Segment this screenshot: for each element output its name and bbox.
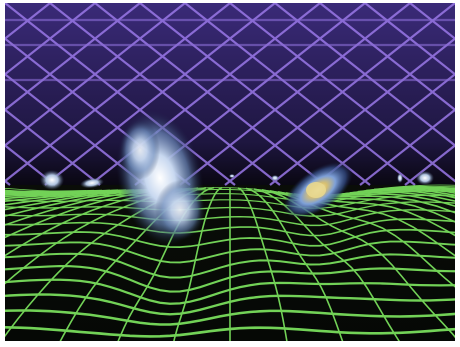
- galaxy: [416, 171, 434, 185]
- galaxy: [155, 180, 205, 240]
- galaxy: [40, 170, 64, 190]
- galaxy-core: [306, 182, 326, 198]
- galaxy: [271, 175, 279, 181]
- galaxy: [120, 120, 160, 180]
- picture: [0, 3, 460, 347]
- sky: [5, 3, 455, 188]
- galaxy: [229, 174, 235, 178]
- page: (() => { const svg = document.getElement…: [0, 0, 460, 347]
- galaxy: [397, 173, 403, 183]
- image: [0, 0, 460, 347]
